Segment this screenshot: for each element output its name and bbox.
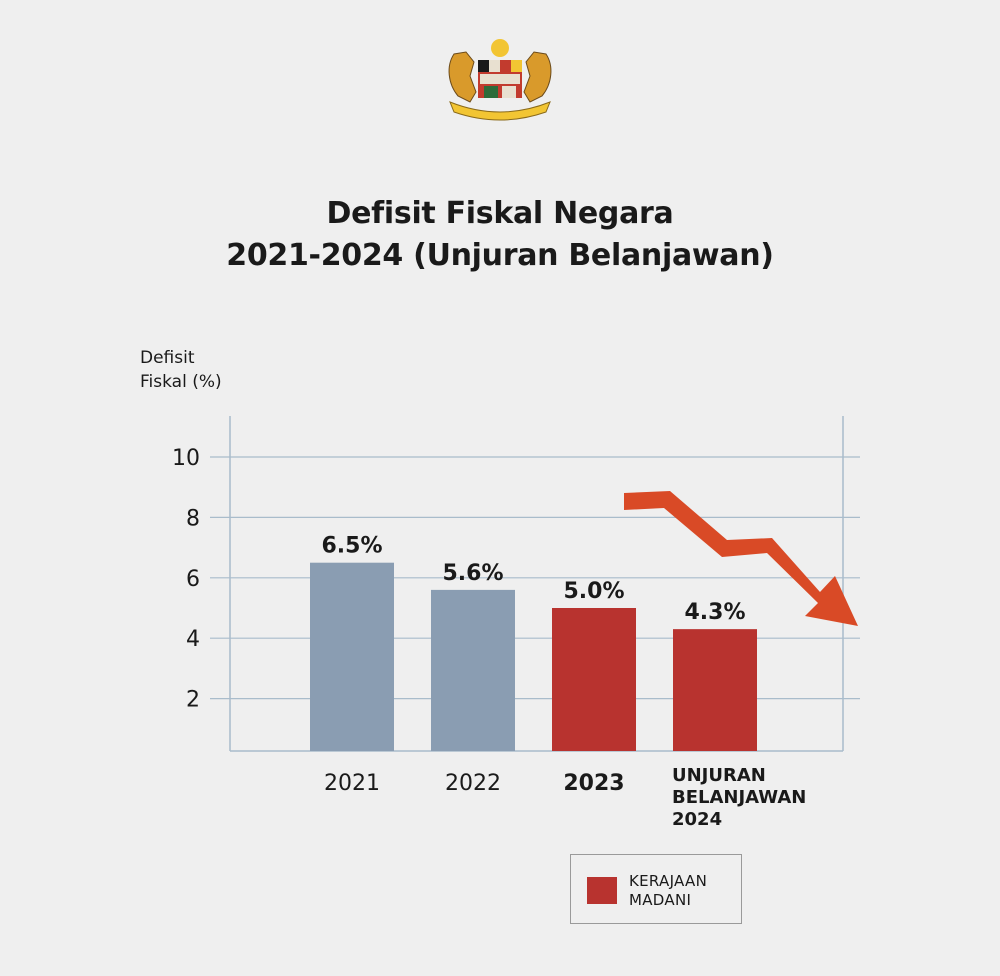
legend-label-line2: MADANI (629, 891, 692, 909)
chart-title-line1: Defisit Fiskal Negara (326, 196, 674, 231)
bar-value-label: 4.3% (684, 600, 745, 625)
legend-swatch (587, 877, 617, 904)
x-tick-label: BELANJAWAN (672, 787, 806, 808)
y-tick-label: 6 (186, 567, 200, 592)
y-tick-label: 2 (186, 688, 200, 713)
x-tick-label: UNJURAN (672, 765, 766, 786)
legend: KERAJAAN MADANI (570, 854, 742, 924)
bar-value-label: 5.0% (563, 579, 624, 604)
trend-arrow-icon (624, 491, 858, 626)
legend-label: KERAJAAN MADANI (629, 872, 707, 910)
x-tick-label: 2024 (672, 809, 722, 830)
bar-value-label: 5.6% (442, 561, 503, 586)
y-tick-label: 8 (186, 506, 200, 531)
chart-title-line2: 2021-2024 (Unjuran Belanjawan) (226, 238, 774, 273)
y-axis-label-line1: Defisit (140, 348, 195, 368)
bar (310, 562, 394, 751)
y-axis-label-line2: Fiskal (%) (140, 372, 222, 392)
x-tick-label: 2022 (445, 771, 501, 796)
x-tick-label: 2023 (563, 771, 624, 796)
bar (431, 589, 515, 751)
bar-value-label: 6.5% (321, 534, 382, 559)
bar (552, 608, 636, 751)
legend-label-line1: KERAJAAN (629, 872, 708, 890)
x-tick-label: 2021 (324, 771, 380, 796)
y-tick-label: 4 (186, 627, 200, 652)
y-tick-label: 10 (172, 446, 200, 471)
star-crescent-icon (488, 39, 512, 62)
coat-of-arms-logo (448, 39, 552, 121)
bar (673, 629, 757, 751)
